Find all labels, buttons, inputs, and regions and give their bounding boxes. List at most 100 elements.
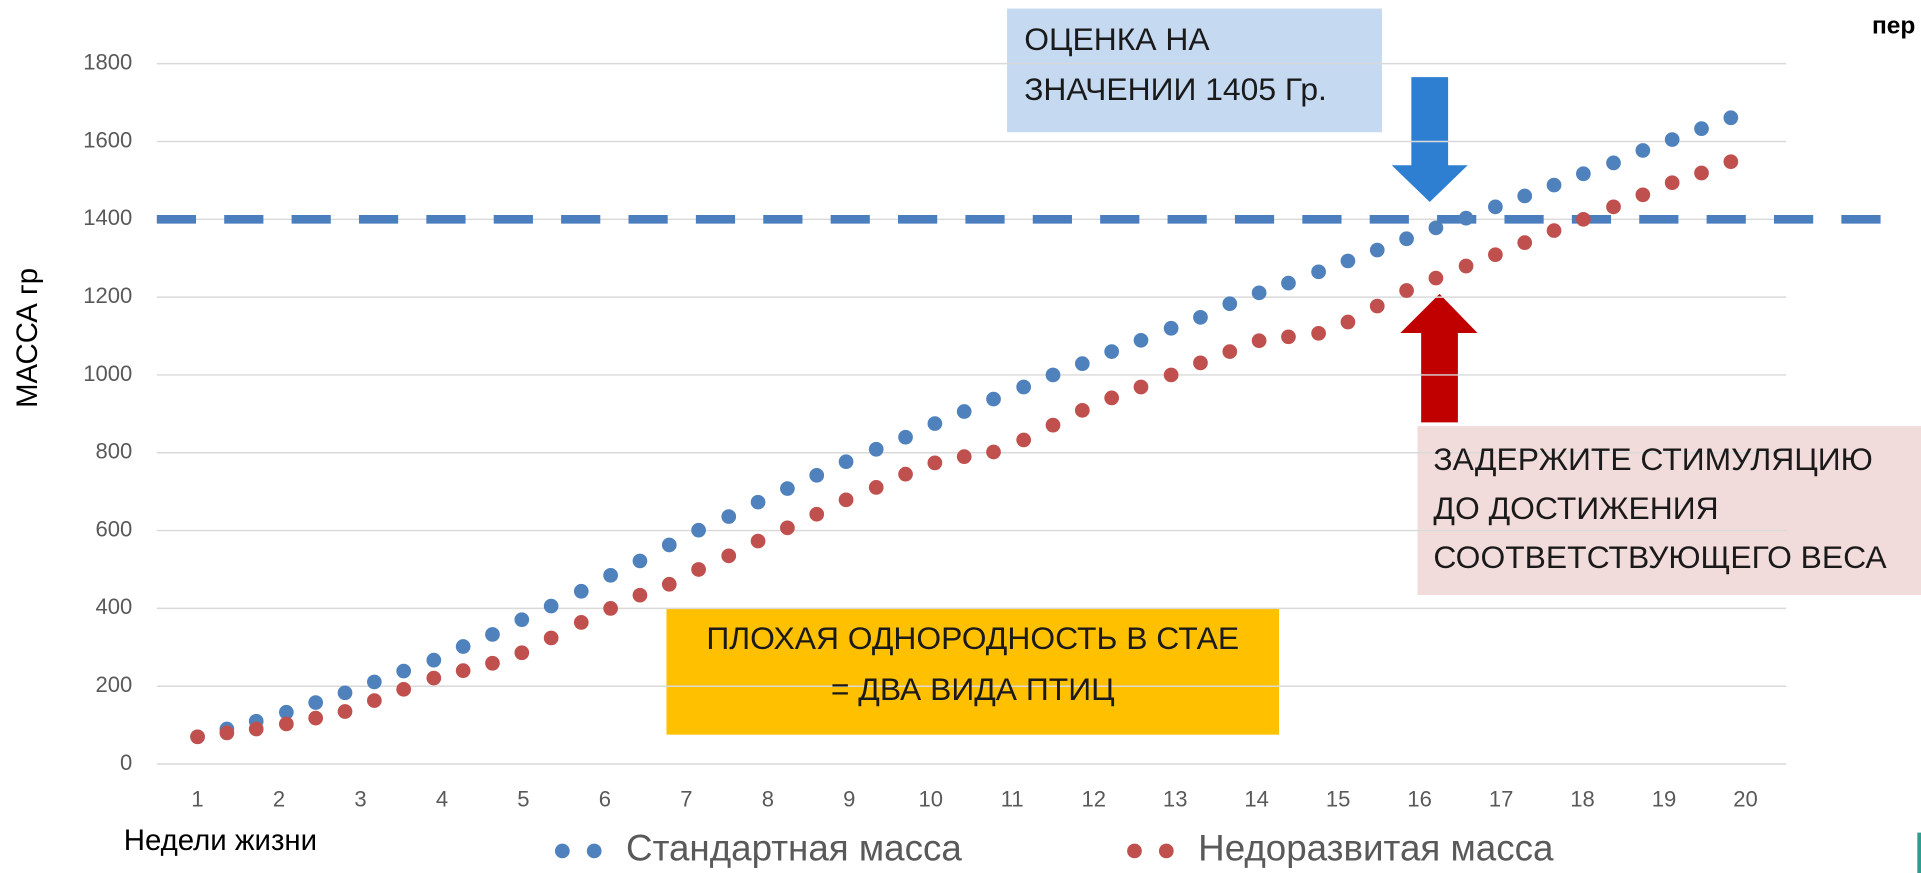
data-point	[366, 674, 382, 690]
y-tick-label: 800	[96, 439, 133, 464]
data-point	[780, 520, 795, 536]
x-tick-label: 9	[843, 787, 855, 812]
x-tick-label: 14	[1244, 787, 1269, 812]
annotation-text: ОЦЕНКА НА	[1024, 21, 1210, 57]
data-point	[396, 663, 412, 679]
data-point	[366, 693, 382, 708]
data-point	[279, 716, 294, 732]
y-tick-label: 1200	[83, 283, 132, 308]
data-point	[337, 704, 353, 719]
x-tick-label: 10	[919, 787, 944, 812]
data-point	[1635, 187, 1651, 203]
data-point	[1104, 344, 1120, 359]
data-point	[573, 615, 589, 630]
data-point	[543, 630, 559, 646]
data-point	[1399, 283, 1414, 298]
data-point	[1193, 355, 1208, 371]
data-point	[986, 391, 1001, 407]
data-point	[1104, 390, 1120, 406]
legend-marker	[1158, 843, 1174, 859]
data-point	[898, 429, 913, 445]
data-point	[190, 729, 205, 745]
x-tick-label: 7	[680, 787, 692, 812]
y-tick-label: 1000	[83, 361, 132, 386]
legend-label: Недоразвитая масса	[1198, 828, 1554, 869]
data-point	[1074, 356, 1090, 372]
data-point	[1458, 210, 1474, 226]
x-tick-label: 6	[599, 787, 611, 812]
data-point	[956, 449, 972, 464]
data-point	[543, 598, 559, 614]
legend-marker	[586, 843, 602, 859]
annotation-text: ДО ДОСТИЖЕНИЯ	[1433, 490, 1718, 526]
data-point	[1045, 417, 1061, 433]
y-tick-label: 0	[120, 750, 132, 775]
data-point	[1045, 367, 1061, 383]
x-tick-label: 16	[1407, 787, 1432, 812]
data-point	[1488, 199, 1503, 215]
data-point	[838, 454, 854, 470]
x-tick-label: 4	[436, 787, 448, 812]
data-point	[1163, 320, 1179, 336]
data-point	[868, 441, 884, 457]
annotation-box	[1417, 426, 1921, 596]
x-tick-label: 17	[1489, 787, 1514, 812]
y-tick-label: 600	[96, 516, 133, 541]
data-point	[1369, 298, 1385, 314]
x-tick-label: 5	[517, 787, 529, 812]
data-point	[750, 533, 766, 549]
data-point	[1311, 264, 1326, 280]
y-tick-label: 1800	[83, 50, 132, 75]
data-point	[721, 509, 737, 524]
data-point	[1133, 379, 1149, 395]
data-point	[809, 467, 825, 483]
data-point	[1488, 247, 1503, 263]
annotation-text: = ДВА ВИДА ПТИЦ	[831, 671, 1115, 707]
data-point	[1281, 275, 1296, 291]
data-point	[1222, 344, 1238, 359]
annotation-text: ЗНАЧЕНИИ 1405 Гр.	[1024, 71, 1327, 107]
data-point	[485, 655, 500, 671]
x-tick-label: 3	[354, 787, 366, 812]
data-point	[1664, 175, 1680, 191]
x-tick-label: 13	[1163, 787, 1188, 812]
data-point	[308, 695, 324, 710]
data-point	[1694, 165, 1709, 181]
data-point	[337, 685, 353, 701]
data-point	[396, 681, 412, 697]
data-point	[1664, 132, 1680, 147]
x-tick-label: 2	[273, 787, 285, 812]
annotation-text: ПЛОХАЯ ОДНОРОДНОСТЬ В СТАЕ	[706, 620, 1239, 656]
data-point	[838, 492, 854, 508]
data-point	[1606, 199, 1621, 215]
annotation-box	[666, 608, 1280, 735]
data-point	[1133, 332, 1149, 348]
data-point	[603, 601, 618, 616]
x-tick-label: 11	[1001, 787, 1024, 812]
data-point	[426, 670, 442, 686]
data-point	[1606, 155, 1621, 171]
x-tick-label: 1	[191, 787, 203, 812]
data-point	[514, 645, 530, 661]
data-point	[986, 444, 1001, 460]
data-point	[1193, 310, 1208, 325]
data-point	[1723, 154, 1739, 170]
data-point	[485, 627, 500, 642]
data-point	[1428, 270, 1444, 286]
data-point	[455, 663, 471, 678]
x-tick-label: 18	[1570, 787, 1595, 812]
corner-mark	[1917, 832, 1921, 873]
x-tick-label: 15	[1326, 787, 1351, 812]
legend-marker	[554, 843, 570, 859]
data-point	[927, 455, 943, 471]
x-tick-label: 19	[1652, 787, 1677, 812]
data-point	[898, 466, 913, 482]
data-point	[780, 481, 795, 496]
data-point	[426, 652, 442, 668]
data-point	[632, 553, 648, 569]
data-point	[1369, 242, 1385, 258]
data-point	[1311, 325, 1326, 341]
x-tick-label: 12	[1081, 787, 1106, 812]
corner-text: пер	[1872, 12, 1915, 39]
y-tick-label: 400	[96, 594, 133, 619]
